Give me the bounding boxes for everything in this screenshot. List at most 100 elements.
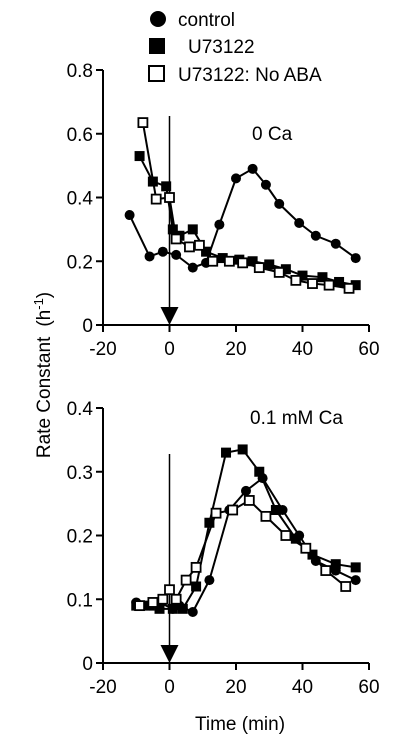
- x-tick-label: 40: [292, 677, 313, 698]
- data-point-u73122: [317, 272, 328, 283]
- data-point-u73122-no-aba: [343, 282, 355, 294]
- data-point-u73122: [204, 517, 215, 528]
- data-point-u73122-no-aba: [164, 192, 175, 203]
- data-point-u73122-no-aba: [237, 257, 249, 269]
- data-point-control: [214, 219, 225, 230]
- data-point-u73122: [254, 466, 265, 477]
- x-tick-label: 40: [292, 339, 313, 360]
- y-tick-label: 0.1: [67, 590, 93, 611]
- data-point-u73122-no-aba: [137, 117, 149, 128]
- data-point-u73122-no-aba: [170, 593, 182, 605]
- data-point-u73122: [334, 276, 345, 287]
- data-point-control: [274, 198, 285, 209]
- data-point-u73122-no-aba: [260, 510, 272, 522]
- data-point-u73122: [264, 259, 275, 270]
- data-point-u73122: [270, 505, 281, 515]
- panel-label-bottom: 0.1 mM Ca: [250, 408, 343, 429]
- data-point-control: [231, 173, 241, 184]
- data-point-control: [124, 210, 135, 221]
- data-point-u73122: [350, 562, 361, 573]
- data-point-u73122-no-aba: [320, 565, 332, 576]
- legend-marker-u73122: [149, 38, 165, 54]
- legend-marker-control: [150, 11, 166, 27]
- data-point-u73122: [177, 603, 188, 614]
- x-tick-label: 0: [164, 677, 175, 698]
- data-point-u73122: [330, 559, 341, 570]
- data-point-u73122-no-aba: [290, 274, 302, 286]
- y-axis-title: Rate Constant(h-1): [31, 292, 55, 458]
- data-point-control: [187, 607, 198, 617]
- data-point-control: [294, 218, 305, 228]
- y-tick-label: 0.2: [67, 527, 93, 548]
- legend-label-control: control: [178, 10, 235, 31]
- data-point-u73122-no-aba: [323, 279, 335, 291]
- legend: control U73122 U73122: No ABA: [148, 10, 322, 86]
- data-point-u73122: [280, 264, 291, 275]
- data-point-u73122-no-aba: [194, 239, 205, 251]
- data-point-u73122: [247, 256, 258, 267]
- data-point-control: [330, 238, 341, 249]
- legend-marker-u73122-no-aba: [148, 65, 165, 82]
- x-axis-title: Time (min): [195, 714, 285, 735]
- data-point-u73122: [187, 224, 198, 235]
- y-tick-label: 0.8: [67, 61, 93, 82]
- x-tick-label: 20: [225, 339, 246, 360]
- data-point-u73122-no-aba: [210, 507, 222, 519]
- data-point-u73122-no-aba: [243, 495, 255, 506]
- y-tick-label: 0.4: [67, 399, 94, 420]
- data-point-control: [240, 485, 251, 496]
- data-point-control: [310, 230, 321, 241]
- x-tick-label: 0: [164, 339, 175, 360]
- y-tick-label: 0: [82, 316, 93, 337]
- data-point-u73122-no-aba: [147, 597, 159, 608]
- data-point-u73122: [221, 447, 232, 458]
- data-point-u73122: [154, 603, 165, 614]
- data-point-u73122: [290, 533, 301, 544]
- data-point-u73122-no-aba: [170, 233, 182, 245]
- data-point-u73122-no-aba: [227, 504, 239, 516]
- data-point-u73122: [167, 224, 178, 235]
- data-point-u73122: [201, 246, 212, 257]
- x-tick-label: -20: [89, 677, 116, 698]
- data-point-u73122: [161, 181, 172, 192]
- x-tick-label: 60: [358, 339, 379, 360]
- data-point-u73122-no-aba: [253, 262, 265, 274]
- panel-label-top: 0 Ca: [252, 124, 293, 145]
- y-tick-label: 0.4: [67, 189, 94, 210]
- data-point-u73122-no-aba: [273, 267, 285, 278]
- legend-label-u73122-no-aba: U73122: No ABA: [178, 65, 322, 86]
- data-point-control: [350, 575, 361, 586]
- data-point-u73122-no-aba: [150, 193, 162, 205]
- data-point-u73122: [297, 270, 308, 281]
- panel-bottom: 0.1 mM Ca 00.10.20.30.4-20 0 20 40 60: [67, 399, 380, 698]
- x-tick-label: -20: [89, 339, 116, 360]
- data-point-u73122-no-aba: [184, 241, 195, 253]
- y-tick-label: 0: [82, 654, 93, 675]
- data-point-control: [157, 246, 168, 257]
- data-point-control: [204, 575, 215, 586]
- data-point-u73122: [191, 581, 202, 592]
- y-tick-label: 0.6: [67, 125, 93, 146]
- data-point-control: [260, 179, 271, 190]
- panel-top: 0 Ca 00.20.40.60.8-20 0 20 40 60: [67, 61, 380, 360]
- data-point-u73122-no-aba: [300, 542, 312, 554]
- data-point-u73122-no-aba: [134, 600, 145, 612]
- data-point-control: [247, 163, 258, 174]
- event-arrow-icon: [160, 645, 179, 663]
- data-point-u73122: [350, 280, 361, 291]
- data-point-u73122-no-aba: [180, 574, 192, 586]
- data-point-u73122: [134, 151, 145, 162]
- event-arrow-icon: [160, 307, 179, 325]
- data-point-u73122-no-aba: [307, 278, 318, 289]
- data-point-u73122-no-aba: [223, 255, 235, 267]
- x-tick-label: 60: [358, 677, 379, 698]
- data-point-u73122-no-aba: [190, 561, 202, 573]
- data-point-u73122-no-aba: [164, 584, 175, 596]
- x-tick-label: 20: [225, 677, 246, 698]
- data-point-u73122: [217, 253, 228, 264]
- legend-label-u73122: U73122: [188, 37, 255, 58]
- data-point-u73122-no-aba: [207, 255, 219, 267]
- data-point-u73122: [167, 603, 178, 614]
- y-tick-label: 0.3: [67, 463, 93, 484]
- data-point-control: [350, 253, 361, 264]
